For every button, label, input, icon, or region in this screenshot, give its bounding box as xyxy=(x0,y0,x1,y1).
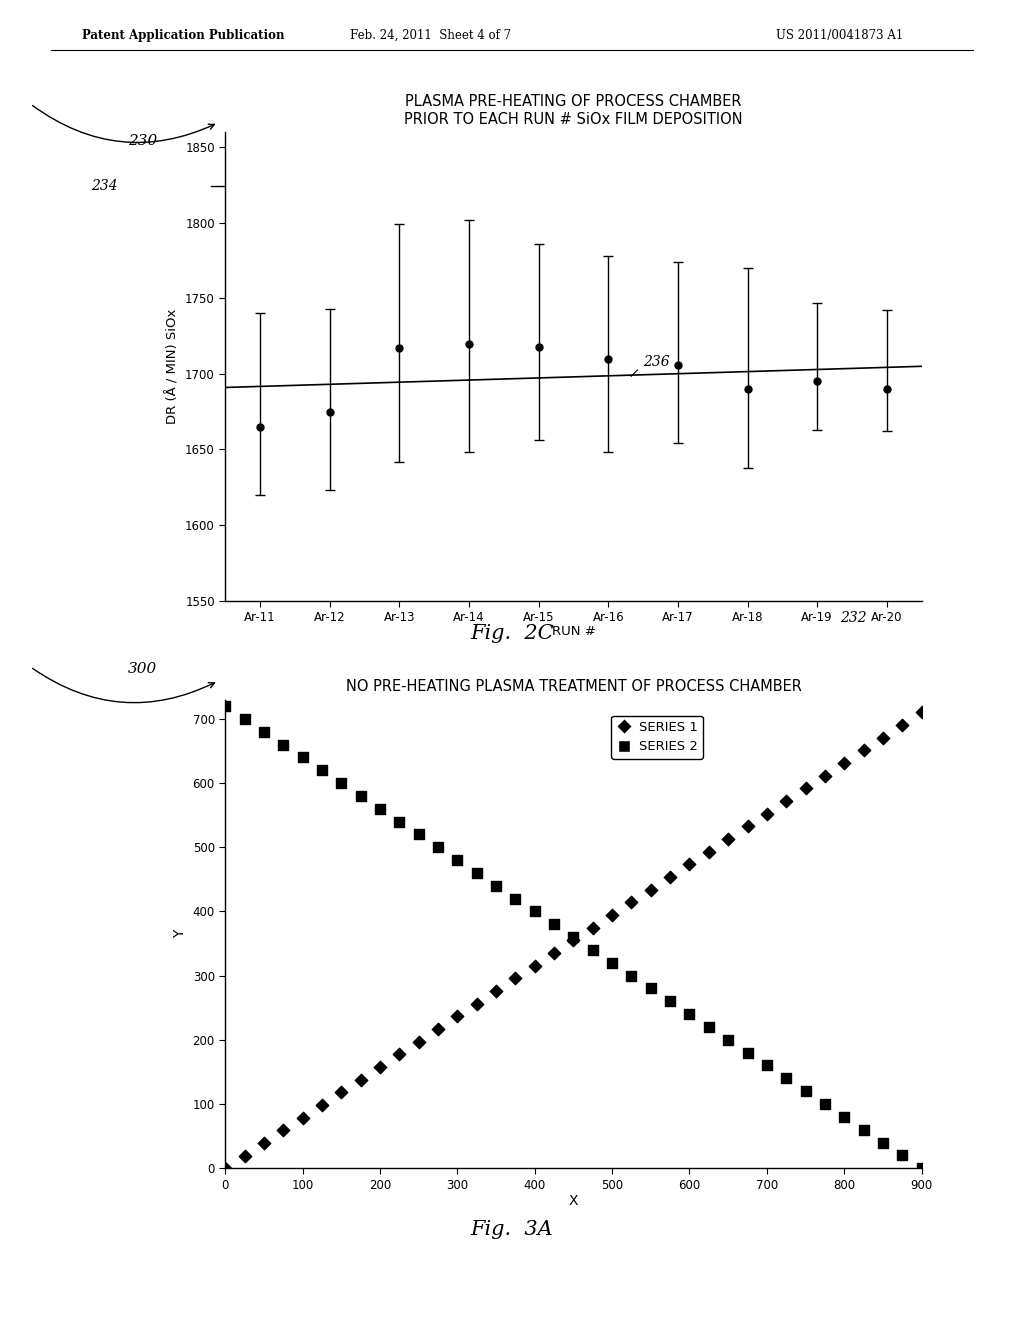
SERIES 1 xyxy=(643,879,659,900)
Title: NO PRE-HEATING PLASMA TREATMENT OF PROCESS CHAMBER: NO PRE-HEATING PLASMA TREATMENT OF PROCE… xyxy=(345,680,802,694)
SERIES 2 xyxy=(507,888,523,909)
SERIES 2 xyxy=(624,965,640,986)
SERIES 1 xyxy=(798,777,814,799)
Text: Feb. 24, 2011  Sheet 4 of 7: Feb. 24, 2011 Sheet 4 of 7 xyxy=(349,29,511,42)
SERIES 2 xyxy=(585,940,601,961)
SERIES 1 xyxy=(313,1094,330,1115)
SERIES 2 xyxy=(295,747,311,768)
SERIES 1 xyxy=(700,841,717,862)
SERIES 1 xyxy=(430,1018,446,1039)
SERIES 1 xyxy=(874,727,891,748)
SERIES 1 xyxy=(507,968,523,989)
SERIES 2 xyxy=(681,1003,697,1024)
SERIES 2 xyxy=(450,850,466,871)
SERIES 2 xyxy=(275,734,292,755)
SERIES 1 xyxy=(913,702,930,723)
SERIES 1 xyxy=(352,1069,369,1090)
SERIES 1 xyxy=(333,1081,349,1102)
SERIES 1 xyxy=(526,956,543,977)
SERIES 2 xyxy=(526,900,543,921)
SERIES 1 xyxy=(275,1119,292,1140)
X-axis label: X: X xyxy=(568,1195,579,1208)
SERIES 2 xyxy=(739,1041,756,1063)
Text: Fig.  3A: Fig. 3A xyxy=(471,1220,553,1238)
SERIES 1 xyxy=(855,739,871,760)
SERIES 2 xyxy=(430,837,446,858)
SERIES 1 xyxy=(391,1044,408,1065)
SERIES 1 xyxy=(487,981,504,1002)
SERIES 2 xyxy=(817,1093,834,1114)
SERIES 2 xyxy=(700,1016,717,1038)
SERIES 1 xyxy=(836,752,852,774)
SERIES 1 xyxy=(681,854,697,875)
SERIES 2 xyxy=(411,824,427,845)
X-axis label: RUN #: RUN # xyxy=(552,626,595,639)
SERIES 2 xyxy=(894,1144,910,1166)
SERIES 2 xyxy=(798,1081,814,1102)
SERIES 1 xyxy=(256,1133,272,1154)
SERIES 1 xyxy=(450,1006,466,1027)
SERIES 1 xyxy=(624,892,640,913)
SERIES 1 xyxy=(739,816,756,837)
SERIES 2 xyxy=(836,1106,852,1127)
SERIES 2 xyxy=(855,1119,871,1140)
SERIES 2 xyxy=(469,862,485,883)
SERIES 1 xyxy=(604,904,621,925)
SERIES 2 xyxy=(333,772,349,793)
SERIES 2 xyxy=(874,1133,891,1154)
SERIES 1 xyxy=(411,1031,427,1052)
SERIES 2 xyxy=(662,991,678,1012)
Title: PLASMA PRE-HEATING OF PROCESS CHAMBER
PRIOR TO EACH RUN # SiOx FILM DEPOSITION: PLASMA PRE-HEATING OF PROCESS CHAMBER PR… xyxy=(404,94,742,127)
Text: Patent Application Publication: Patent Application Publication xyxy=(82,29,285,42)
Text: 236: 236 xyxy=(643,355,670,370)
Y-axis label: DR (Å / MIN) SiOx: DR (Å / MIN) SiOx xyxy=(166,309,179,424)
SERIES 2 xyxy=(778,1068,795,1089)
SERIES 1 xyxy=(546,942,562,964)
Legend: SERIES 1, SERIES 2: SERIES 1, SERIES 2 xyxy=(611,715,702,759)
SERIES 2 xyxy=(256,721,272,742)
Text: 234: 234 xyxy=(91,180,118,194)
SERIES 1 xyxy=(585,917,601,939)
SERIES 1 xyxy=(469,993,485,1014)
SERIES 2 xyxy=(643,978,659,999)
SERIES 2 xyxy=(720,1030,736,1051)
SERIES 1 xyxy=(817,766,834,787)
SERIES 1 xyxy=(372,1056,388,1077)
SERIES 1 xyxy=(237,1144,253,1166)
SERIES 2 xyxy=(313,759,330,780)
SERIES 2 xyxy=(372,799,388,820)
SERIES 1 xyxy=(778,791,795,812)
SERIES 2 xyxy=(352,785,369,807)
SERIES 1 xyxy=(295,1107,311,1129)
SERIES 1 xyxy=(759,803,775,824)
Text: 300: 300 xyxy=(128,663,158,676)
SERIES 1 xyxy=(720,829,736,850)
Text: 232: 232 xyxy=(840,611,866,626)
SERIES 1 xyxy=(217,1158,233,1179)
SERIES 2 xyxy=(913,1158,930,1179)
SERIES 1 xyxy=(894,714,910,735)
SERIES 2 xyxy=(237,709,253,730)
SERIES 2 xyxy=(604,952,621,973)
Text: 230: 230 xyxy=(128,135,158,148)
SERIES 2 xyxy=(565,927,582,948)
SERIES 2 xyxy=(546,913,562,935)
SERIES 2 xyxy=(391,810,408,832)
SERIES 2 xyxy=(487,875,504,896)
SERIES 2 xyxy=(217,696,233,717)
Text: Fig.  2C: Fig. 2C xyxy=(470,624,554,643)
SERIES 2 xyxy=(759,1055,775,1076)
Y-axis label: Y: Y xyxy=(173,929,187,939)
Text: US 2011/0041873 A1: US 2011/0041873 A1 xyxy=(776,29,903,42)
SERIES 1 xyxy=(662,866,678,887)
SERIES 1 xyxy=(565,929,582,950)
